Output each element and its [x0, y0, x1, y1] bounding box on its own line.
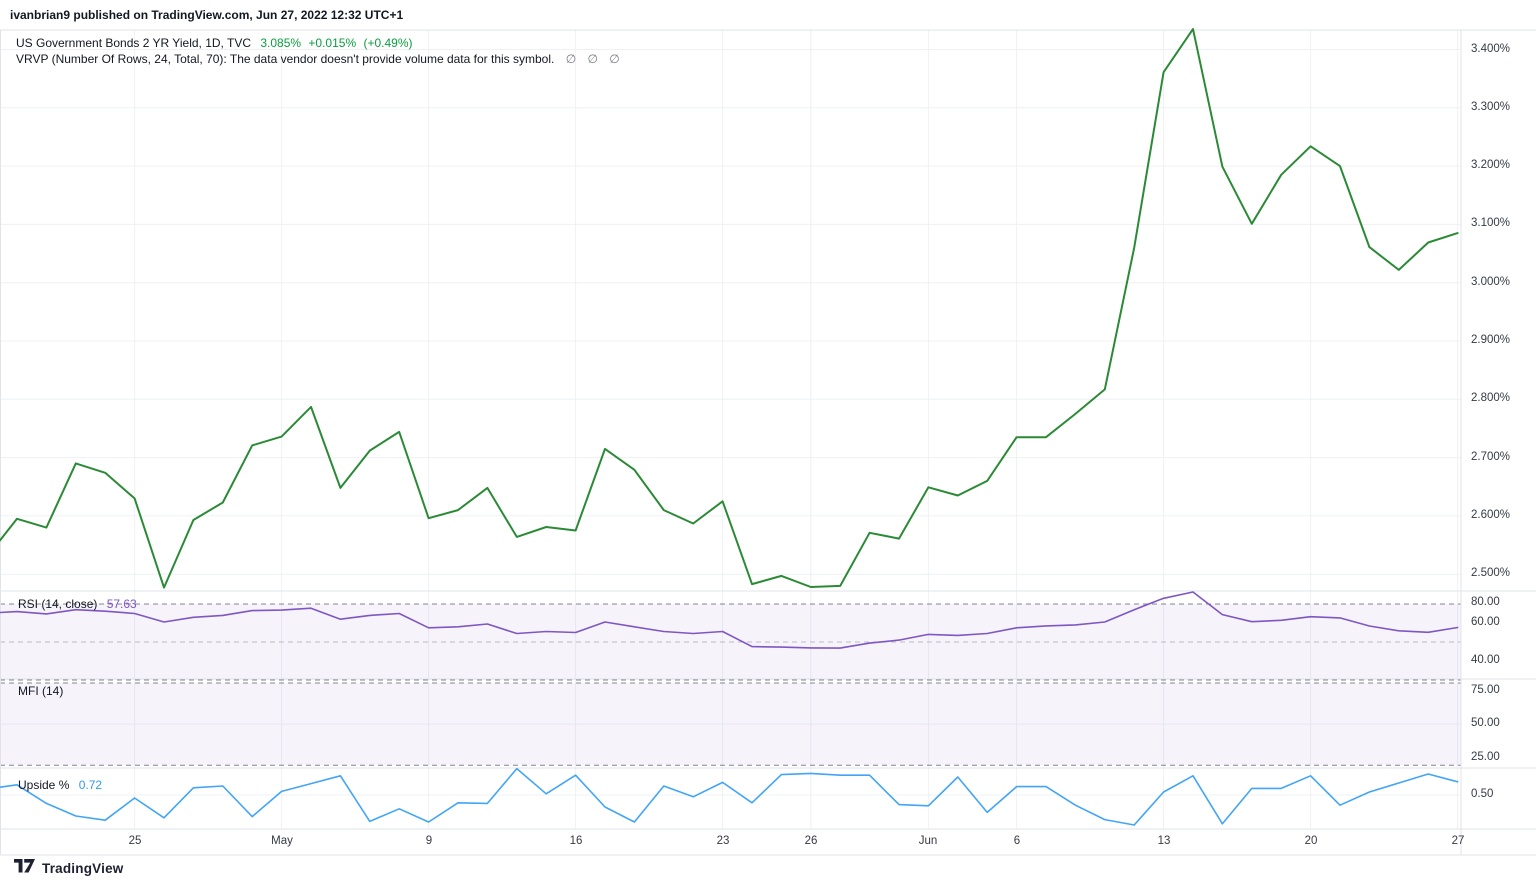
time-axis-label: 13 — [1157, 835, 1171, 847]
vrvp-status-text: VRVP (Number Of Rows, 24, Total, 70): Th… — [16, 52, 555, 66]
time-axis-label: 16 — [569, 835, 583, 847]
upside-title: Upside % — [18, 778, 70, 792]
time-axis-label: 6 — [1013, 835, 1021, 847]
mfi-axis-label: 25.00 — [1471, 751, 1500, 763]
time-axis-label: 20 — [1304, 835, 1318, 847]
rsi-axis-label: 40.00 — [1471, 654, 1500, 666]
rsi-title: RSI (14, close) — [18, 597, 98, 611]
mfi-legend[interactable]: MFI (14) — [18, 684, 63, 698]
mfi-title: MFI (14) — [18, 684, 64, 698]
tradingview-branding[interactable]: TradingView — [14, 858, 123, 878]
upside-legend[interactable]: Upside % 0.72 — [18, 778, 102, 792]
main-axis-label: 2.800% — [1471, 392, 1511, 404]
last-price: 3.085% — [260, 36, 302, 50]
time-axis-label: 23 — [716, 835, 730, 847]
price-axis[interactable] — [1461, 30, 1536, 855]
time-axis-label: 26 — [804, 835, 818, 847]
time-axis-label: Jun — [918, 835, 938, 847]
main-axis-label: 3.200% — [1471, 159, 1511, 171]
attribution-text: ivanbrian9 published on TradingView.com,… — [10, 8, 404, 22]
main-axis-label: 2.900% — [1471, 334, 1511, 346]
tradingview-brand-text: TradingView — [42, 860, 124, 876]
rsi-value: 57.63 — [106, 597, 137, 611]
upside-value: 0.72 — [78, 778, 103, 792]
main-axis-label: 3.400% — [1471, 43, 1511, 55]
symbol-title: US Government Bonds 2 YR Yield, 1D, TVC — [16, 36, 252, 50]
time-axis[interactable] — [0, 829, 1461, 855]
mfi-axis-label: 50.00 — [1471, 717, 1500, 729]
main-axis-label: 2.700% — [1471, 451, 1511, 463]
vrvp-legend[interactable]: VRVP (Number Of Rows, 24, Total, 70): Th… — [16, 52, 624, 66]
main-axis-label: 2.500% — [1471, 567, 1511, 579]
price-change: +0.015% — [308, 36, 357, 50]
tradingview-logo-icon — [14, 858, 35, 878]
mfi-axis-label: 75.00 — [1471, 684, 1500, 696]
main-axis-label: 3.100% — [1471, 217, 1511, 229]
rsi-axis-label: 80.00 — [1471, 596, 1500, 608]
main-axis-label: 2.600% — [1471, 509, 1511, 521]
time-axis-label: 9 — [425, 835, 433, 847]
rsi-axis-label: 60.00 — [1471, 616, 1500, 628]
time-axis-label: 27 — [1451, 835, 1465, 847]
price-change-percent: (+0.49%) — [363, 36, 413, 50]
vrvp-values: ∅ ∅ ∅ — [565, 52, 624, 66]
rsi-legend[interactable]: RSI (14, close) 57.63 — [18, 597, 137, 611]
main-axis-label: 3.000% — [1471, 276, 1511, 288]
symbol-legend[interactable]: US Government Bonds 2 YR Yield, 1D, TVC … — [16, 36, 413, 50]
upside-axis-label: 0.50 — [1471, 788, 1494, 800]
time-axis-label: May — [271, 835, 293, 847]
time-axis-label: 25 — [128, 835, 142, 847]
main-axis-label: 3.300% — [1471, 101, 1511, 113]
